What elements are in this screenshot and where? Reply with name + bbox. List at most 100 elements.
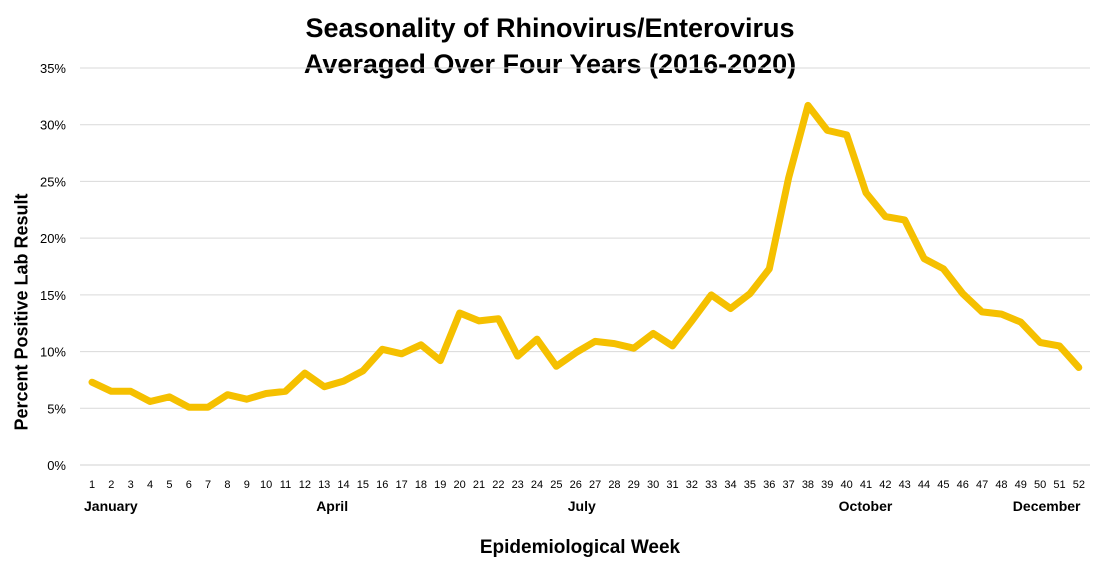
- data-point: [941, 267, 945, 271]
- x-tick-label: 15: [357, 479, 369, 491]
- month-label: April: [316, 498, 348, 514]
- x-tick-label: 3: [128, 479, 134, 491]
- data-point: [612, 342, 616, 346]
- y-tick-label: 15%: [40, 288, 66, 303]
- chart-title-line-2: Averaged Over Four Years (2016-2020): [303, 49, 797, 79]
- data-point: [535, 337, 539, 341]
- data-point: [284, 389, 287, 393]
- data-point: [903, 218, 907, 222]
- data-point: [187, 405, 191, 409]
- month-label: January: [84, 498, 138, 514]
- x-tick-label: 49: [1015, 479, 1027, 491]
- x-tick-label: 51: [1053, 479, 1065, 491]
- data-point: [1077, 365, 1081, 369]
- month-labels: January April July October December: [84, 498, 1081, 514]
- data-point: [1019, 320, 1023, 324]
- x-tick-label: 21: [473, 479, 485, 491]
- data-point: [806, 103, 810, 107]
- data-point: [438, 359, 442, 363]
- y-tick-labels: 0% 5% 10% 15% 20% 25% 30% 35%: [40, 61, 66, 473]
- data-point: [167, 395, 171, 399]
- x-tick-label: 30: [647, 479, 659, 491]
- x-tick-label: 45: [937, 479, 949, 491]
- x-tick-label: 20: [454, 479, 466, 491]
- x-tick-label: 1: [89, 479, 95, 491]
- x-tick-label: 9: [244, 479, 250, 491]
- x-tick-label: 38: [802, 479, 814, 491]
- data-point: [999, 312, 1003, 316]
- data-point: [690, 319, 694, 323]
- x-tick-label: 35: [744, 479, 756, 491]
- x-tick-label: 42: [879, 479, 891, 491]
- x-tick-label: 14: [337, 479, 349, 491]
- chart-title: Seasonality of Rhinovirus/Enterovirus Av…: [0, 10, 1100, 82]
- data-point: [1058, 344, 1061, 348]
- x-tick-label: 41: [860, 479, 872, 491]
- data-point: [264, 392, 268, 396]
- x-tick-label: 10: [260, 479, 272, 491]
- data-point: [787, 176, 791, 180]
- data-point: [554, 364, 558, 368]
- x-tick-label: 33: [705, 479, 717, 491]
- x-tick-label: 12: [299, 479, 311, 491]
- x-tick-label: 39: [821, 479, 833, 491]
- x-tick-label: 4: [147, 479, 153, 491]
- data-point: [729, 306, 733, 310]
- data-point: [206, 405, 210, 409]
- data-point: [148, 399, 152, 403]
- y-tick-label: 30%: [40, 118, 66, 133]
- data-point: [864, 191, 868, 195]
- data-point: [845, 133, 849, 137]
- x-tick-label: 24: [531, 479, 543, 491]
- x-tick-label: 48: [995, 479, 1007, 491]
- data-point: [90, 380, 94, 384]
- data-point: [477, 319, 481, 323]
- data-point: [380, 347, 384, 351]
- chart-title-line-1: Seasonality of Rhinovirus/Enterovirus: [305, 13, 795, 43]
- data-point: [961, 292, 965, 296]
- x-tick-label: 2: [108, 479, 114, 491]
- data-point: [322, 385, 326, 389]
- data-point: [825, 128, 829, 132]
- y-tick-label: 10%: [40, 345, 66, 360]
- y-tick-label: 0%: [47, 458, 66, 473]
- x-tick-labels: 1 2 3 4 5 6 7 8 9 10 11 12 13 14 15 16 17 18 19 20 21 22 23 24 2…: [89, 479, 1085, 491]
- x-tick-label: 31: [666, 479, 678, 491]
- x-tick-label: 43: [899, 479, 911, 491]
- data-point: [342, 379, 346, 383]
- x-tick-label: 13: [318, 479, 330, 491]
- gridlines: [80, 67, 1090, 466]
- month-label: July: [568, 498, 596, 514]
- data-point: [748, 292, 752, 296]
- x-tick-label: 7: [205, 479, 211, 491]
- data-point: [980, 310, 984, 314]
- x-tick-label: 26: [570, 479, 582, 491]
- data-point: [1038, 340, 1042, 344]
- data-point: [709, 293, 713, 297]
- x-tick-label: 32: [686, 479, 698, 491]
- data-point: [593, 339, 597, 343]
- data-point: [516, 354, 520, 358]
- data-point: [632, 346, 636, 350]
- y-tick-label: 5%: [47, 401, 66, 416]
- data-point: [225, 393, 229, 397]
- data-point: [922, 257, 926, 261]
- x-tick-label: 27: [589, 479, 601, 491]
- x-tick-label: 29: [628, 479, 640, 491]
- month-label: October: [839, 498, 893, 514]
- x-tick-label: 28: [608, 479, 620, 491]
- data-point: [303, 371, 307, 375]
- x-tick-label: 52: [1073, 479, 1085, 491]
- data-point: [129, 389, 133, 393]
- series-percent-positive: [88, 101, 1083, 411]
- x-tick-label: 16: [376, 479, 388, 491]
- x-tick-label: 19: [434, 479, 446, 491]
- series-line: [88, 101, 1083, 411]
- x-tick-label: 47: [976, 479, 988, 491]
- data-point: [458, 311, 462, 315]
- month-label: December: [1013, 498, 1081, 514]
- x-tick-label: 5: [166, 479, 172, 491]
- x-tick-label: 40: [841, 479, 853, 491]
- data-point: [574, 351, 578, 355]
